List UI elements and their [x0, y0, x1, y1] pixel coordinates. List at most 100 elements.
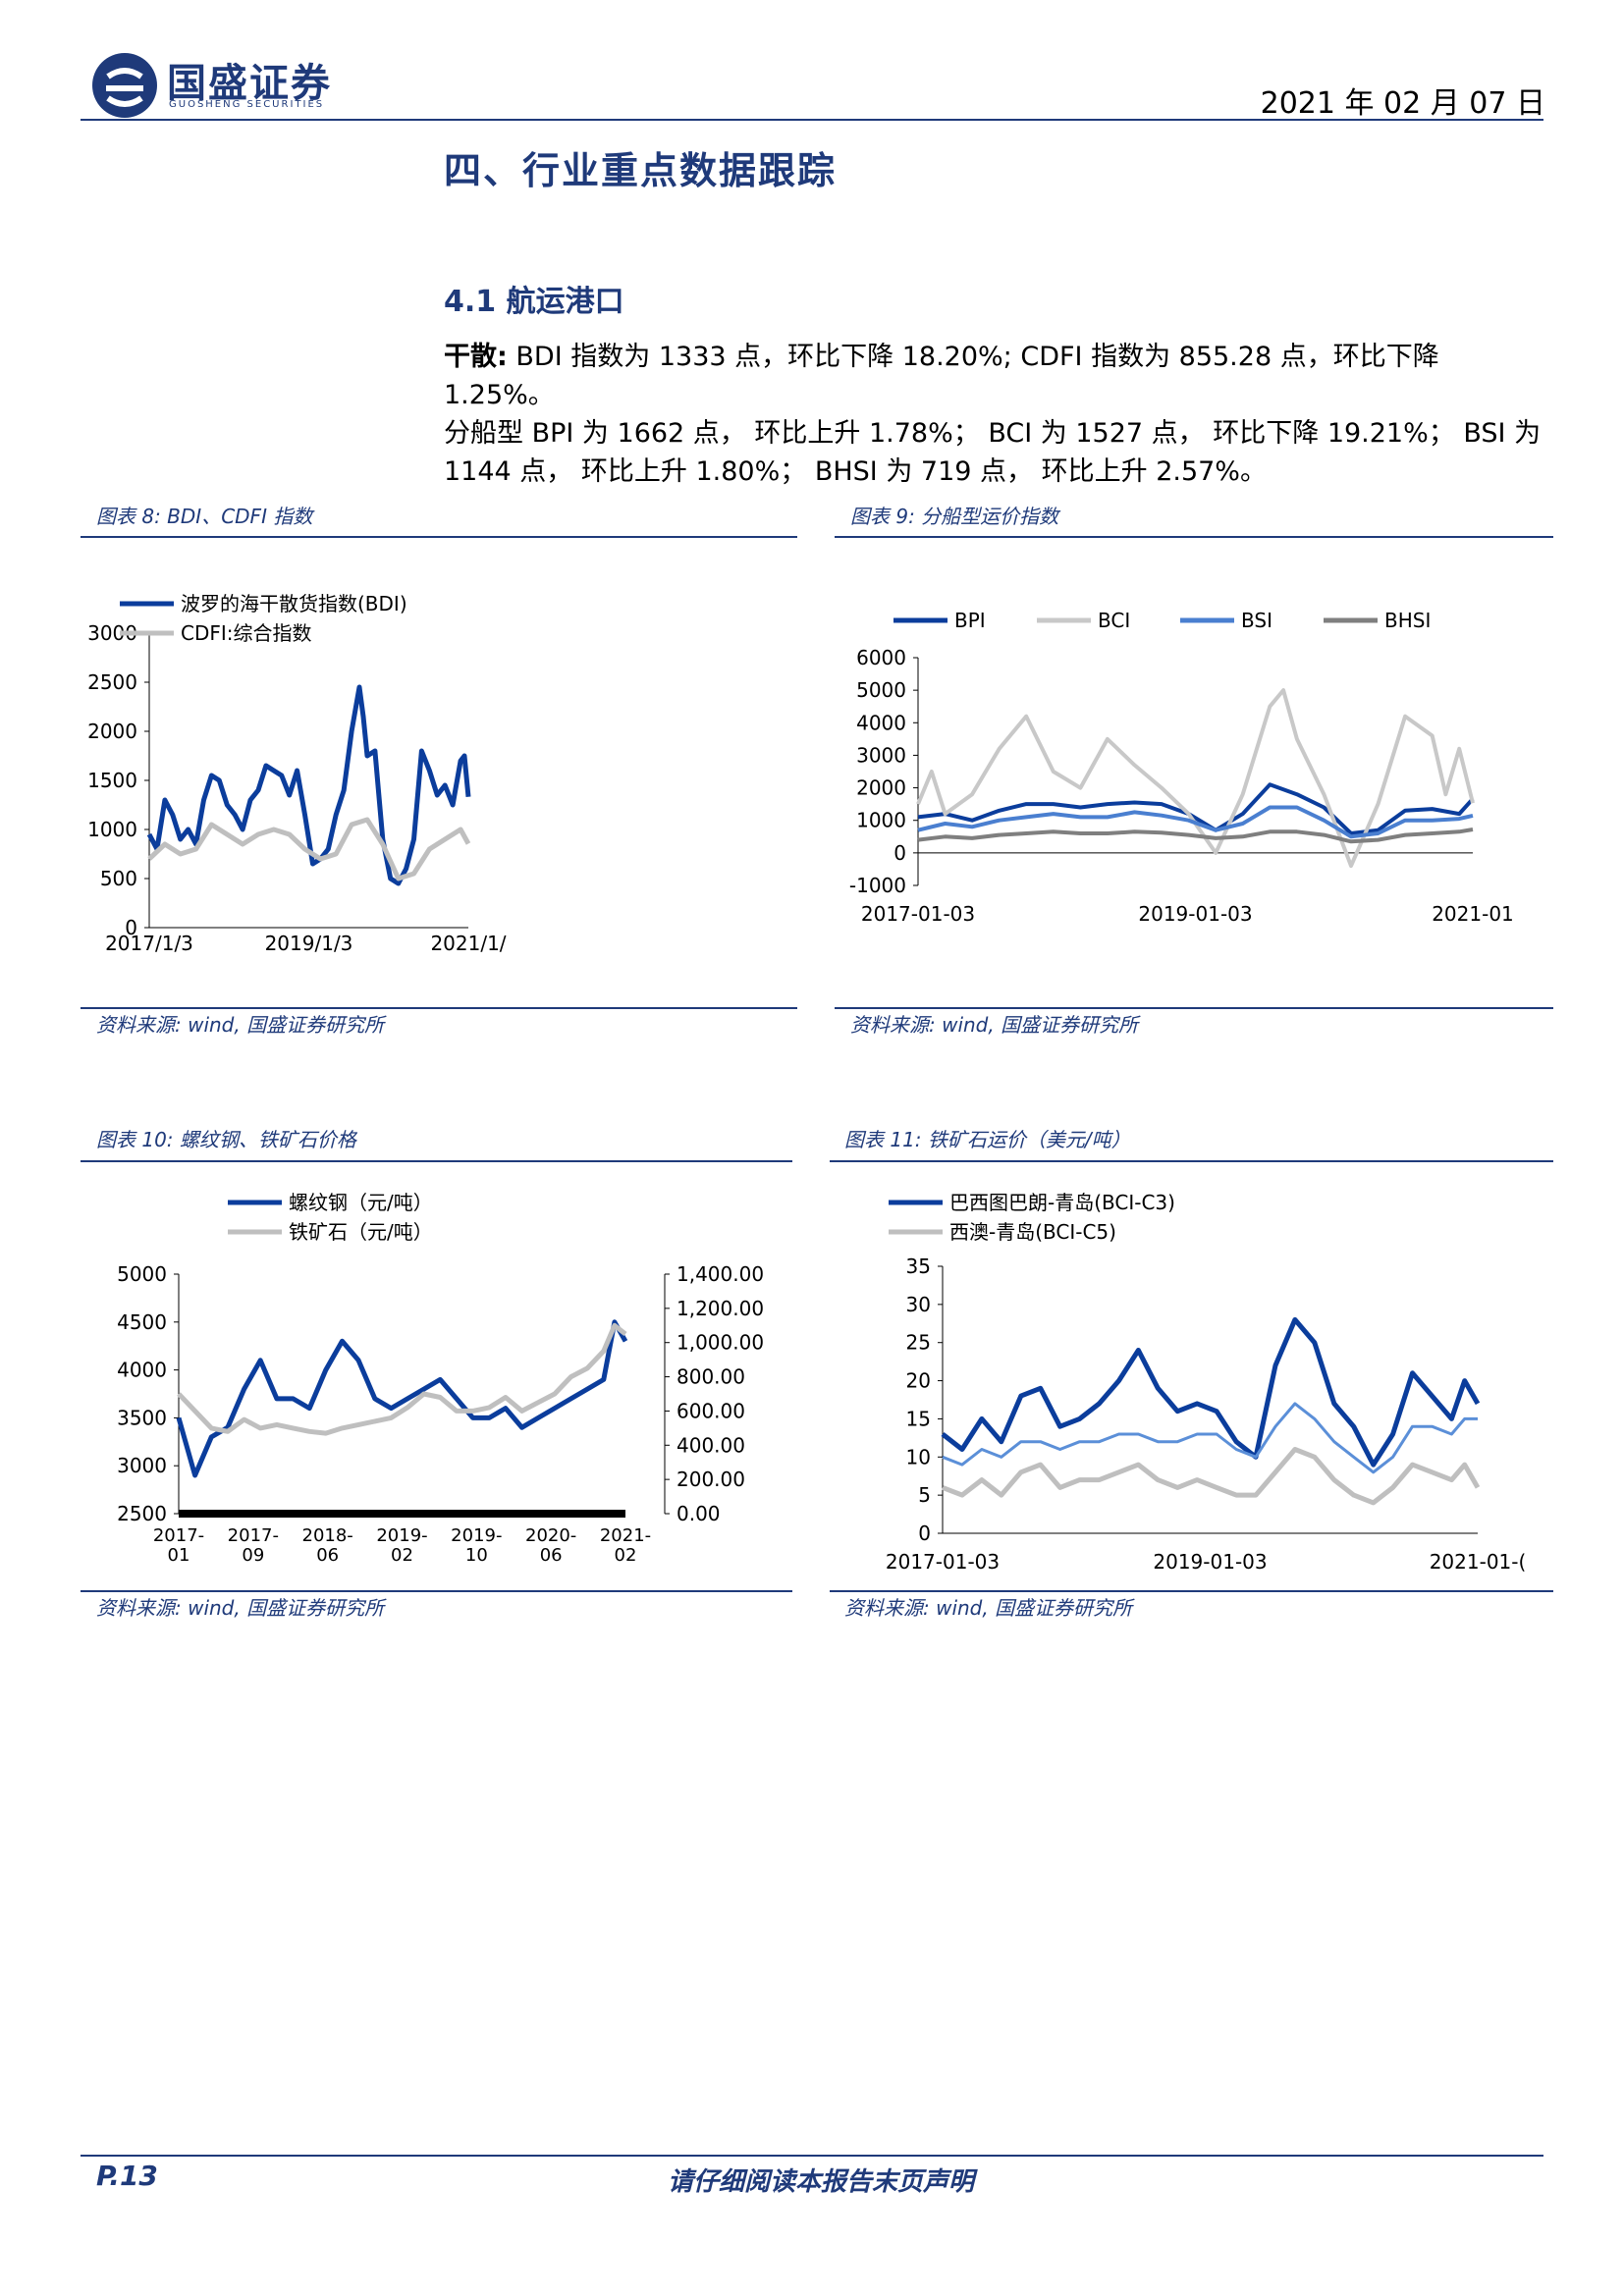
figure-9-source: 资料来源: wind, 国盛证券研究所 [850, 1013, 1139, 1037]
x-tick-label: 2020- [525, 1525, 576, 1546]
y-tick-label: 2000 [87, 720, 137, 743]
x-tick-label: 02 [391, 1545, 413, 1566]
header-divider [81, 119, 1543, 121]
x-tick-label: 01 [168, 1545, 190, 1566]
y-tick-label: 4500 [117, 1310, 167, 1334]
series-line-1 [147, 817, 471, 881]
legend-label: 巴西图巴朗-青岛(BCI-C3) [949, 1191, 1175, 1214]
figure-10-bottom-rule [81, 1590, 792, 1592]
x-tick-label: 2017/1/3 [105, 932, 193, 955]
series-line-1 [177, 1322, 627, 1436]
figure-8-source: 资料来源: wind, 国盛证券研究所 [96, 1013, 385, 1037]
x-tick-label: 2018- [302, 1525, 353, 1546]
x-tick-label: 2017- [228, 1525, 279, 1546]
series-line-3 [917, 828, 1474, 844]
legend-label: BCI [1098, 609, 1130, 632]
y-tick-label: 20 [906, 1369, 931, 1393]
section-title: 四、行业重点数据跟踪 [444, 149, 838, 192]
figure-11-bottom-rule [830, 1590, 1553, 1592]
y-tick-label: 0 [918, 1522, 931, 1545]
legend-label: 螺纹钢（元/吨） [289, 1191, 433, 1214]
y-tick-label: 2500 [117, 1502, 167, 1525]
y2-tick-label: 1,400.00 [677, 1262, 764, 1286]
figure-11-title: 图表 11: 铁矿石运价（美元/吨） [844, 1128, 1131, 1151]
legend-label: BHSI [1384, 609, 1431, 632]
y2-tick-label: 600.00 [677, 1399, 745, 1422]
ship-type-index-chart: -1000 0 1000 2000 3000 4000 5000 6000 2017-01-03… [849, 609, 1514, 926]
y-tick-label: 5000 [856, 678, 906, 702]
y-tick-label: 3000 [117, 1454, 167, 1477]
y-tick-label: 2000 [856, 776, 906, 800]
series-line-0 [917, 782, 1475, 835]
paragraph-lead: 干散: [444, 342, 508, 372]
summary-paragraph: 干散: BDI 指数为 1333 点，环比下降 18.20%; CDFI 指数为… [444, 338, 1548, 491]
series-line-1 [916, 688, 1475, 869]
logo-text: 国盛证券 [167, 61, 332, 106]
page-number: P.13 [96, 2160, 158, 2192]
report-date: 2021 年 02 月 07 日 [1260, 86, 1545, 121]
figure-10-top-rule [81, 1160, 792, 1162]
series-line-2 [942, 1402, 1478, 1474]
x-tick-label: 2019-01-03 [1153, 1550, 1267, 1574]
figure-8-bottom-rule [81, 1007, 797, 1009]
figure-11-top-rule [830, 1160, 1553, 1162]
x-tick-label: 09 [242, 1545, 264, 1566]
x-tick-label: 06 [316, 1545, 339, 1566]
guosheng-logo-icon [92, 53, 157, 118]
x-tick-label: 2021-01 [1432, 902, 1514, 926]
y-tick-label: 15 [906, 1407, 931, 1430]
x-tick-label: 2017-01-03 [861, 902, 975, 926]
y-tick-label: 1000 [856, 809, 906, 832]
series-line-0 [176, 1319, 628, 1478]
series-line-0 [146, 684, 471, 886]
logo-subtext: GUOSHENG SECURITIES [169, 99, 325, 110]
figure-10-source: 资料来源: wind, 国盛证券研究所 [96, 1596, 385, 1620]
y2-tick-label: 1,200.00 [677, 1297, 764, 1320]
y-tick-label: 3500 [117, 1406, 167, 1429]
x-tick-label: 2019- [376, 1525, 427, 1546]
x-tick-label: 2021- [600, 1525, 651, 1546]
y-tick-label: 1500 [87, 769, 137, 792]
y-tick-label: 35 [906, 1255, 931, 1278]
y-tick-label: 0 [893, 841, 906, 865]
y-tick-label: 4000 [856, 711, 906, 734]
y2-tick-label: 200.00 [677, 1468, 745, 1491]
legend-label: 西澳-青岛(BCI-C5) [949, 1220, 1116, 1244]
footer-notice: 请仔细阅读本报告末页声明 [668, 2167, 975, 2197]
x-tick-label: 2019-01-03 [1138, 902, 1252, 926]
figure-8-top-rule [81, 536, 797, 538]
x-tick-label: 2019- [451, 1525, 502, 1546]
y-tick-label: -1000 [849, 874, 906, 897]
paragraph-line-1: 干散: BDI 指数为 1333 点，环比下降 18.20%; CDFI 指数为… [444, 338, 1548, 414]
y-tick-label: 3000 [856, 743, 906, 767]
x-tick-label: 2017-01-03 [886, 1550, 1000, 1574]
figure-8-title: 图表 8: BDI、CDFI 指数 [96, 505, 313, 528]
y-tick-label: 1000 [87, 818, 137, 841]
y-tick-label: 0 [125, 916, 137, 939]
figure-9-top-rule [835, 536, 1553, 538]
paragraph-line-3: 1144 点， 环比上升 1.80%； BHSI 为 719 点， 环比上升 2… [444, 456, 1267, 487]
series-line-2 [917, 805, 1474, 839]
y-tick-label: 30 [906, 1293, 931, 1316]
legend-label: 铁矿石（元/吨） [289, 1220, 433, 1244]
x-tick-label: 10 [465, 1545, 488, 1566]
figure-9-bottom-rule [835, 1007, 1553, 1009]
paragraph-line-1-text: BDI 指数为 1333 点，环比下降 18.20%; CDFI 指数为 855… [444, 342, 1439, 410]
y-tick-label: 500 [100, 867, 137, 890]
y-tick-label: 4000 [117, 1359, 167, 1382]
rebar-iron-ore-chart: 2500300035004000450050002017-012017-0920… [117, 1191, 764, 1566]
paragraph-line-2: 分船型 BPI 为 1662 点， 环比上升 1.78%； BCI 为 1527… [444, 418, 1542, 449]
iron-ore-freight-chart: 0 5 10 15 20 25 30 35 2017-01-03 2019-01-03 2021-0… [886, 1191, 1527, 1574]
legend-label: 波罗的海干散货指数(BDI) [181, 592, 407, 615]
figure-10-title: 图表 10: 螺纹钢、铁矿石价格 [96, 1128, 356, 1151]
figure-9-title: 图表 9: 分船型运价指数 [850, 505, 1059, 528]
y-tick-label: 5 [918, 1483, 931, 1507]
x-tick-label: 2021-01-( [1430, 1550, 1527, 1574]
y2-tick-label: 0.00 [677, 1502, 721, 1525]
y-tick-label: 6000 [856, 646, 906, 669]
series-line-1 [942, 1447, 1481, 1506]
y-tick-label: 5000 [117, 1262, 167, 1286]
x-tick-label: 2021/1/ [430, 932, 506, 955]
figure-11-source: 资料来源: wind, 国盛证券研究所 [844, 1596, 1133, 1620]
